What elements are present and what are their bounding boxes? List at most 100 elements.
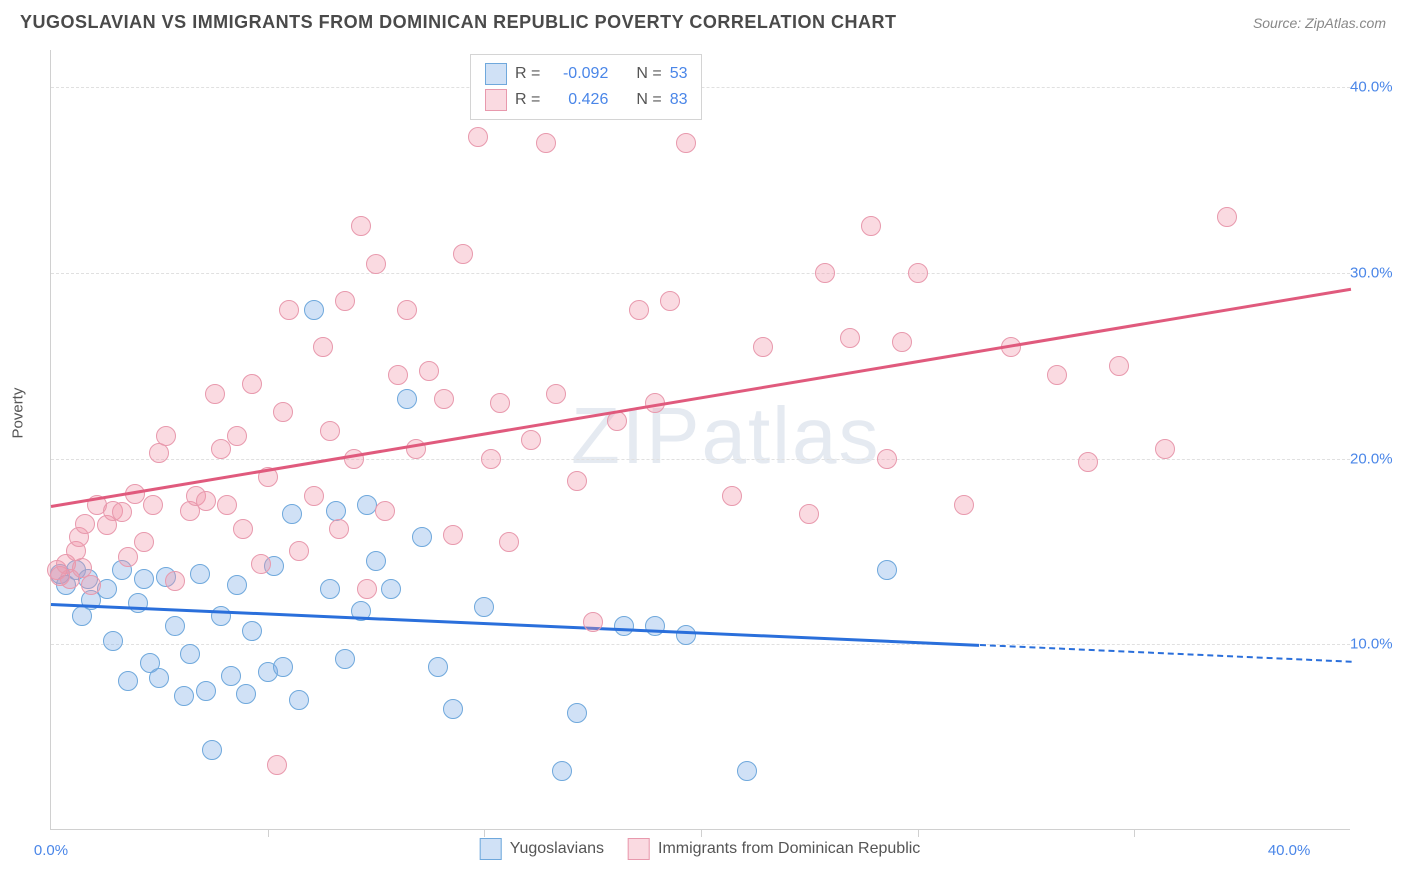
ytick-label: 10.0% bbox=[1342, 636, 1406, 653]
chart-title: YUGOSLAVIAN VS IMMIGRANTS FROM DOMINICAN… bbox=[20, 12, 897, 33]
data-point bbox=[156, 426, 176, 446]
xtick-minor bbox=[701, 829, 702, 837]
data-point bbox=[236, 684, 256, 704]
data-point bbox=[419, 361, 439, 381]
data-point bbox=[180, 644, 200, 664]
data-point bbox=[490, 393, 510, 413]
xtick-minor bbox=[268, 829, 269, 837]
data-point bbox=[815, 263, 835, 283]
legend-n-label: N = bbox=[636, 87, 661, 113]
data-point bbox=[289, 541, 309, 561]
data-point bbox=[753, 337, 773, 357]
legend-swatch bbox=[628, 838, 650, 860]
data-point bbox=[227, 575, 247, 595]
gridline-h bbox=[51, 273, 1350, 274]
data-point bbox=[474, 597, 494, 617]
xtick-minor bbox=[484, 829, 485, 837]
data-point bbox=[289, 690, 309, 710]
data-point bbox=[304, 300, 324, 320]
data-point bbox=[1047, 365, 1067, 385]
legend-series-label: Yugoslavians bbox=[510, 840, 604, 858]
legend-r-label: R = bbox=[515, 87, 540, 113]
data-point bbox=[118, 671, 138, 691]
data-point bbox=[583, 612, 603, 632]
gridline-h bbox=[51, 644, 1350, 645]
data-point bbox=[375, 501, 395, 521]
data-point bbox=[190, 564, 210, 584]
data-point bbox=[196, 491, 216, 511]
data-point bbox=[279, 300, 299, 320]
data-point bbox=[536, 133, 556, 153]
data-point bbox=[320, 579, 340, 599]
legend-correlation: R =-0.092N =53R = 0.426N =83 bbox=[470, 54, 702, 120]
legend-r-value: 0.426 bbox=[548, 87, 608, 113]
legend-row: R =-0.092N =53 bbox=[485, 61, 687, 87]
data-point bbox=[722, 486, 742, 506]
y-axis-label: Poverty bbox=[10, 388, 27, 439]
data-point bbox=[103, 631, 123, 651]
data-point bbox=[143, 495, 163, 515]
data-point bbox=[335, 649, 355, 669]
gridline-h bbox=[51, 459, 1350, 460]
data-point bbox=[737, 761, 757, 781]
data-point bbox=[397, 389, 417, 409]
data-point bbox=[221, 666, 241, 686]
data-point bbox=[1217, 207, 1237, 227]
data-point bbox=[118, 547, 138, 567]
data-point bbox=[134, 569, 154, 589]
data-point bbox=[412, 527, 432, 547]
data-point bbox=[1078, 452, 1098, 472]
trend-line-extrapolated bbox=[980, 644, 1352, 663]
data-point bbox=[434, 389, 454, 409]
xtick-label: 0.0% bbox=[34, 842, 68, 859]
legend-swatch bbox=[485, 89, 507, 111]
data-point bbox=[251, 554, 271, 574]
data-point bbox=[134, 532, 154, 552]
data-point bbox=[202, 740, 222, 760]
legend-item: Yugoslavians bbox=[480, 838, 604, 860]
data-point bbox=[196, 681, 216, 701]
legend-item: Immigrants from Dominican Republic bbox=[628, 838, 920, 860]
data-point bbox=[521, 430, 541, 450]
trend-line bbox=[51, 603, 980, 647]
data-point bbox=[1155, 439, 1175, 459]
data-point bbox=[313, 337, 333, 357]
data-point bbox=[165, 616, 185, 636]
data-point bbox=[81, 575, 101, 595]
ytick-label: 40.0% bbox=[1342, 79, 1406, 96]
data-point bbox=[326, 501, 346, 521]
data-point bbox=[546, 384, 566, 404]
data-point bbox=[227, 426, 247, 446]
ytick-label: 30.0% bbox=[1342, 264, 1406, 281]
legend-n-value: 53 bbox=[670, 61, 688, 87]
data-point bbox=[877, 560, 897, 580]
source-label: Source: ZipAtlas.com bbox=[1253, 15, 1386, 31]
legend-swatch bbox=[485, 63, 507, 85]
data-point bbox=[892, 332, 912, 352]
data-point bbox=[453, 244, 473, 264]
data-point bbox=[428, 657, 448, 677]
trend-line bbox=[51, 288, 1351, 508]
data-point bbox=[242, 374, 262, 394]
data-point bbox=[908, 263, 928, 283]
data-point bbox=[205, 384, 225, 404]
data-point bbox=[267, 755, 287, 775]
data-point bbox=[468, 127, 488, 147]
data-point bbox=[877, 449, 897, 469]
xtick-minor bbox=[918, 829, 919, 837]
data-point bbox=[629, 300, 649, 320]
data-point bbox=[954, 495, 974, 515]
data-point bbox=[233, 519, 253, 539]
data-point bbox=[1109, 356, 1129, 376]
xtick-minor bbox=[1134, 829, 1135, 837]
data-point bbox=[861, 216, 881, 236]
data-point bbox=[499, 532, 519, 552]
legend-swatch bbox=[480, 838, 502, 860]
data-point bbox=[344, 449, 364, 469]
legend-r-value: -0.092 bbox=[548, 61, 608, 87]
data-point bbox=[366, 551, 386, 571]
data-point bbox=[149, 668, 169, 688]
data-point bbox=[75, 514, 95, 534]
data-point bbox=[351, 216, 371, 236]
data-point bbox=[366, 254, 386, 274]
